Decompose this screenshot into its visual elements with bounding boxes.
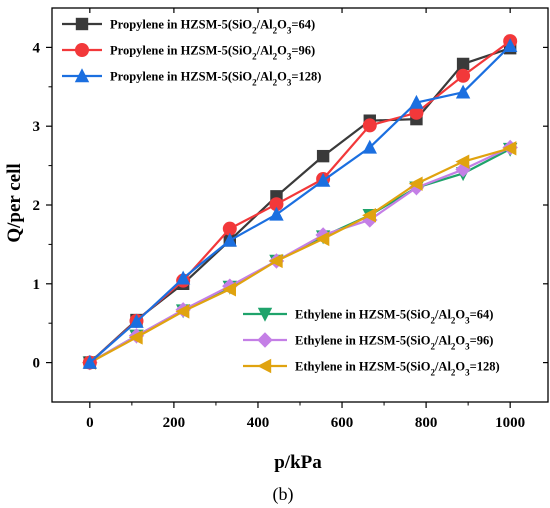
legend-swatch-marker bbox=[74, 68, 90, 83]
data-point bbox=[82, 354, 98, 369]
data-point bbox=[408, 176, 423, 191]
data-point bbox=[409, 94, 424, 109]
y-axis-title: Q/per cell bbox=[4, 163, 25, 242]
legend-label: Propylene in HZSM-5(SiO2/Al2O3=64) bbox=[110, 18, 315, 36]
data-point bbox=[456, 57, 470, 71]
x-tick-label: 600 bbox=[331, 415, 354, 431]
series-line bbox=[89, 147, 511, 364]
data-point bbox=[128, 330, 143, 345]
data-point bbox=[362, 139, 377, 154]
series-layer bbox=[82, 34, 518, 371]
legend-label: Ethylene in HZSM-5(SiO2/Al2O3=64) bbox=[295, 308, 493, 326]
series-line bbox=[89, 45, 511, 364]
series-line bbox=[89, 148, 511, 364]
legend-layer: Propylene in HZSM-5(SiO2/Al2O3=64) Propyl… bbox=[62, 18, 500, 378]
legend-label: Ethylene in HZSM-5(SiO2/Al2O3=96) bbox=[295, 334, 493, 352]
data-point bbox=[222, 221, 237, 236]
series-line bbox=[89, 146, 511, 364]
legend-item-1: Propylene in HZSM-5(SiO2/Al2O3=64) bbox=[62, 18, 315, 36]
x-tick-label: 200 bbox=[163, 415, 186, 431]
legend-swatch-marker bbox=[257, 307, 273, 322]
data-point bbox=[269, 206, 284, 221]
legend-label: Propylene in HZSM-5(SiO2/Al2O3=128) bbox=[110, 70, 321, 88]
data-point bbox=[315, 231, 330, 247]
data-point bbox=[175, 270, 191, 285]
series-3 bbox=[82, 38, 518, 369]
x-tick-label: 800 bbox=[415, 415, 438, 431]
data-point bbox=[316, 149, 330, 163]
data-point bbox=[362, 208, 376, 223]
data-point bbox=[222, 282, 237, 297]
data-point bbox=[409, 105, 424, 120]
x-tick-label: 400 bbox=[247, 415, 270, 431]
data-point bbox=[175, 304, 190, 319]
data-point bbox=[129, 313, 144, 328]
x-tick-label: 1000 bbox=[495, 415, 525, 431]
y-tick-label: 2 bbox=[33, 198, 41, 214]
x-axis-title: p/kPa bbox=[274, 452, 322, 473]
legend-swatch-marker bbox=[75, 43, 89, 57]
data-point bbox=[502, 38, 518, 53]
panel-label: (b) bbox=[273, 484, 294, 505]
data-point bbox=[268, 253, 283, 269]
legend-item-6: Ethylene in HZSM-5(SiO2/Al2O3=128) bbox=[243, 358, 500, 378]
legend-swatch-marker bbox=[257, 332, 273, 348]
series-6 bbox=[82, 141, 517, 370]
legend-item-4: Ethylene in HZSM-5(SiO2/Al2O3=64) bbox=[243, 308, 493, 326]
data-point bbox=[222, 232, 238, 247]
data-point bbox=[269, 197, 284, 212]
x-tick-label: 0 bbox=[86, 415, 94, 431]
y-tick-label: 4 bbox=[33, 40, 41, 56]
data-point bbox=[315, 172, 331, 187]
y-tick-label: 1 bbox=[33, 277, 41, 293]
data-point bbox=[455, 84, 471, 99]
y-tick-label: 0 bbox=[33, 356, 41, 372]
data-point bbox=[455, 154, 470, 169]
legend-item-2: Propylene in HZSM-5(SiO2/Al2O3=96) bbox=[62, 43, 315, 62]
data-point bbox=[456, 68, 471, 83]
y-tick-label: 3 bbox=[33, 119, 41, 135]
legend-swatch-marker bbox=[75, 17, 89, 31]
axes: 0 200 400 600 800 1000 0 1 2 3 4 bbox=[33, 7, 549, 431]
legend-swatch-marker bbox=[257, 358, 272, 374]
legend-item-3: Propylene in HZSM-5(SiO2/Al2O3=128) bbox=[62, 68, 321, 88]
data-point bbox=[502, 141, 517, 156]
data-point bbox=[362, 118, 377, 133]
legend-label: Propylene in HZSM-5(SiO2/Al2O3=96) bbox=[110, 44, 315, 62]
legend-label: Ethylene in HZSM-5(SiO2/Al2O3=128) bbox=[295, 360, 500, 378]
legend-item-5: Ethylene in HZSM-5(SiO2/Al2O3=96) bbox=[243, 332, 493, 352]
